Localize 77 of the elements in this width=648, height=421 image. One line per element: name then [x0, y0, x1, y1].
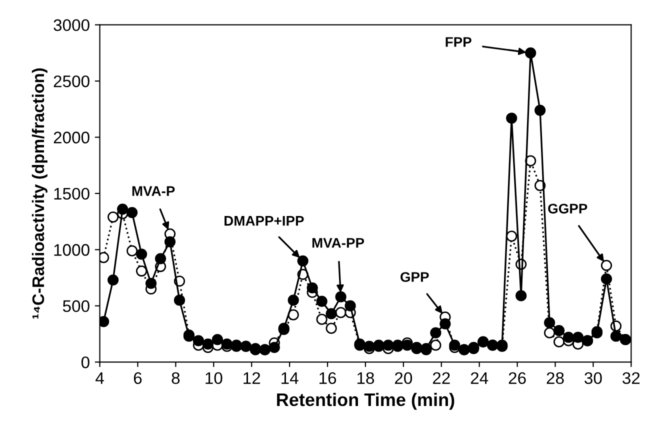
point	[553, 336, 565, 348]
point	[126, 207, 138, 218]
point	[108, 274, 119, 286]
point	[108, 212, 119, 223]
point	[297, 255, 308, 266]
point	[117, 204, 128, 215]
x-tick-label: 8	[172, 372, 180, 384]
point	[164, 236, 176, 248]
point	[268, 342, 280, 354]
point	[100, 252, 110, 264]
x-tick-label: 20	[394, 372, 412, 384]
annotation: GPP	[400, 272, 429, 282]
point	[326, 322, 337, 334]
point	[316, 314, 328, 325]
annotation: DMAPP+IPP	[224, 216, 304, 226]
point	[382, 340, 394, 351]
point	[430, 340, 442, 351]
x-tick-label: 6	[134, 372, 142, 384]
annotation: GGPP	[548, 204, 588, 214]
x-tick-label: 10	[206, 372, 222, 384]
point	[506, 230, 518, 242]
point	[100, 316, 110, 328]
x-tick-label: 4	[96, 372, 104, 384]
x-tick-label: 18	[357, 372, 374, 384]
annotation: MVA-PP	[312, 238, 364, 248]
point	[212, 334, 224, 346]
y-tick-label: 500	[62, 300, 90, 312]
annotation: MVA-P	[132, 186, 175, 196]
point	[136, 248, 148, 260]
point	[335, 291, 346, 302]
point	[326, 308, 337, 320]
y-axis-title: ¹⁴C-Radioactivity (dpm/fraction)	[32, 68, 48, 319]
point	[145, 278, 157, 289]
point	[544, 317, 556, 328]
y-tick-label: 2000	[54, 132, 90, 144]
y-tick-label: 1500	[54, 188, 90, 200]
annotation: FPP	[446, 37, 472, 47]
point	[440, 318, 451, 330]
point	[553, 325, 565, 336]
point	[174, 294, 186, 306]
y-tick-label: 0	[81, 356, 90, 368]
point	[430, 327, 442, 338]
y-tick-label: 3000	[54, 19, 90, 32]
point	[572, 332, 584, 343]
point	[344, 300, 356, 312]
point	[610, 330, 622, 342]
point	[154, 253, 166, 264]
point	[562, 332, 574, 343]
x-axis-title: Retention Time (min)	[277, 392, 454, 410]
point	[402, 340, 413, 351]
point	[202, 338, 214, 350]
point	[288, 309, 299, 320]
point	[288, 294, 299, 306]
point	[525, 47, 536, 58]
point	[316, 296, 328, 307]
y-tick-label: 1000	[54, 244, 90, 256]
x-tick-label: 12	[244, 372, 260, 384]
x-tick-label: 14	[282, 372, 298, 384]
x-tick-label: 24	[470, 372, 488, 384]
x-tick-label: 16	[320, 372, 336, 384]
point	[364, 340, 375, 352]
x-tick-label: 22	[432, 372, 450, 384]
x-tick-label: 28	[546, 372, 564, 384]
point	[306, 282, 318, 294]
point	[126, 245, 138, 256]
point	[534, 104, 546, 116]
point	[544, 327, 556, 338]
y-tick-label: 2500	[54, 75, 90, 88]
point	[136, 265, 148, 277]
x-tick-label: 32	[622, 372, 640, 384]
x-tick-label: 30	[584, 372, 602, 384]
point	[600, 260, 612, 271]
point	[506, 112, 518, 124]
point	[516, 290, 527, 302]
point	[600, 273, 612, 284]
x-tick-label: 26	[508, 372, 526, 384]
point	[192, 335, 204, 346]
